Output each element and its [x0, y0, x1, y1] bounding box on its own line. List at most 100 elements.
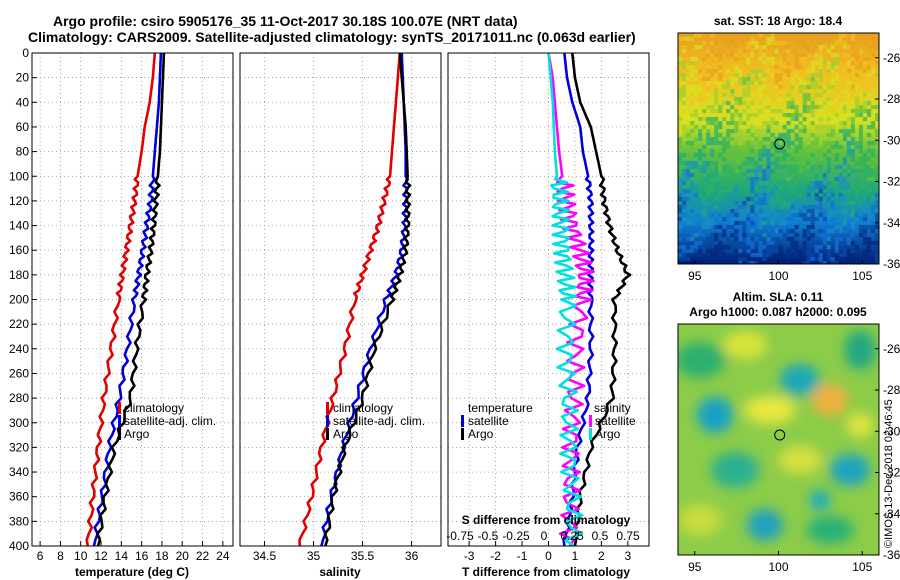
sst-pixel: [858, 61, 863, 66]
figure-title-line1: Argo profile: csiro 5905176_35 11-Oct-20…: [53, 13, 518, 29]
sst-pixel: [858, 109, 863, 114]
sst-pixel: [782, 233, 787, 238]
sst-pixel: [742, 197, 747, 202]
sst-pixel: [766, 57, 771, 62]
sla-map: Altim. SLA: 0.11 Argo h1000: 0.087 h2000…: [677, 290, 900, 574]
sst-pixel: [706, 101, 711, 106]
sst-pixel: [718, 105, 723, 110]
sst-pixel: [798, 193, 803, 198]
sst-pixel: [778, 249, 783, 254]
sst-pixel: [718, 169, 723, 174]
sst-pixel: [858, 217, 863, 222]
sst-pixel: [730, 149, 735, 154]
sst-pixel: [842, 129, 847, 134]
sst-pixel: [766, 161, 771, 166]
sst-pixel: [826, 237, 831, 242]
series-line-climatology: [85, 52, 157, 547]
sst-pixel: [762, 145, 767, 150]
sst-pixel: [714, 117, 719, 122]
sst-pixel: [850, 85, 855, 90]
sst-pixel: [698, 241, 703, 246]
y-tick-label: 360: [9, 490, 29, 504]
sst-pixel: [778, 37, 783, 42]
sst-pixel: [694, 85, 699, 90]
x-tick-label: 22: [196, 549, 210, 563]
sst-pixel: [870, 197, 876, 202]
sst-pixel: [858, 225, 863, 230]
sst-pixel: [682, 249, 687, 254]
sst-pixel: [774, 225, 779, 230]
sst-pixel: [826, 49, 831, 54]
sst-pixel: [842, 177, 847, 182]
sst-pixel: [786, 129, 791, 134]
sst-pixel: [850, 169, 855, 174]
sst-pixel: [718, 261, 723, 264]
sst-pixel: [682, 181, 687, 186]
sst-pixel: [830, 129, 835, 134]
sst-pixel: [746, 141, 751, 146]
sst-pixel: [842, 109, 847, 114]
sst-pixel: [734, 213, 739, 218]
sst-pixel: [850, 89, 855, 94]
sst-pixel: [766, 121, 771, 126]
sst-pixel: [790, 113, 795, 118]
sst-pixel: [770, 141, 775, 146]
sst-pixel: [682, 41, 687, 46]
sst-pixel: [798, 253, 803, 258]
sst-pixel: [854, 261, 859, 264]
sst-pixel: [682, 101, 687, 106]
sst-pixel: [790, 181, 795, 186]
sst-pixel: [778, 221, 783, 226]
sst-pixel: [822, 125, 827, 130]
map-x-tick-label: 105: [852, 269, 872, 283]
sst-pixel: [838, 173, 843, 178]
difference-legend-temperature: temperature satellite Argo: [461, 401, 533, 441]
sst-pixel: [830, 193, 835, 198]
sst-pixel: [678, 37, 683, 42]
sst-pixel: [766, 197, 771, 202]
sst-pixel: [866, 173, 872, 178]
sst-pixel: [690, 65, 695, 70]
sst-pixel: [778, 97, 783, 102]
sst-pixel: [742, 161, 747, 166]
sst-pixel: [742, 81, 747, 86]
sst-pixel: [826, 129, 831, 134]
sst-pixel: [742, 233, 747, 238]
sst-map-field: [678, 33, 879, 264]
sst-pixel: [818, 77, 823, 82]
sst-pixel: [746, 121, 751, 126]
sst-pixel: [874, 73, 879, 78]
x-tick-label: 10: [74, 549, 88, 563]
sst-pixel: [750, 41, 755, 46]
sst-pixel: [766, 65, 771, 70]
sst-pixel: [870, 193, 876, 198]
sst-pixel: [842, 189, 847, 194]
sst-pixel: [846, 45, 851, 50]
sst-pixel: [682, 61, 687, 66]
sst-pixel: [854, 141, 859, 146]
sst-pixel: [766, 109, 771, 114]
sst-pixel: [722, 221, 727, 226]
sst-pixel: [690, 181, 695, 186]
sst-pixel: [762, 137, 767, 142]
sst-pixel: [866, 57, 872, 62]
sst-pixel: [778, 185, 783, 190]
sst-pixel: [710, 121, 715, 126]
sst-pixel: [710, 169, 715, 174]
sst-pixel: [842, 205, 847, 210]
sst-pixel: [766, 237, 771, 242]
sst-pixel: [818, 149, 823, 154]
sst-pixel: [766, 229, 771, 234]
sst-pixel: [746, 85, 751, 90]
sst-pixel: [838, 85, 843, 90]
sst-pixel: [862, 57, 868, 62]
sst-pixel: [786, 49, 791, 54]
sst-pixel: [694, 33, 699, 38]
sst-pixel: [750, 205, 755, 210]
sst-pixel: [718, 233, 723, 238]
sst-pixel: [690, 121, 695, 126]
sst-pixel: [770, 73, 775, 78]
sst-pixel: [782, 137, 787, 142]
sst-pixel: [694, 153, 699, 158]
sst-pixel: [818, 157, 823, 162]
